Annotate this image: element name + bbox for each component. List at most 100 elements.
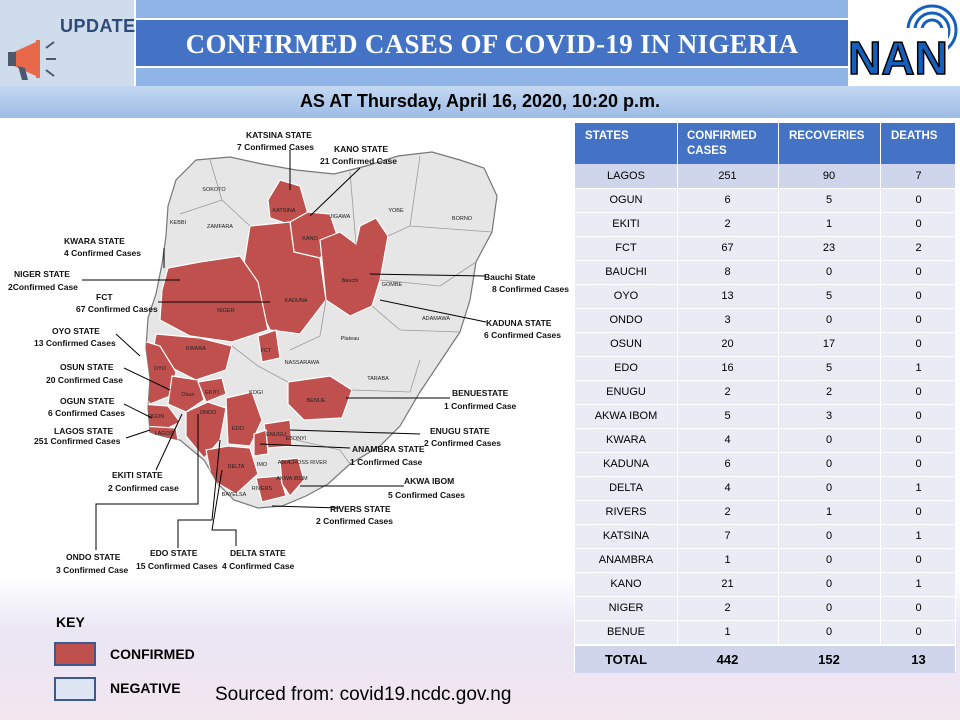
header-recoveries: RECOVERIES (789, 130, 865, 142)
cell-recoveries: 0 (825, 434, 833, 446)
megaphone-icon (8, 40, 56, 80)
total-label: TOTAL (604, 652, 648, 667)
region-label: Bauchi (342, 278, 359, 284)
cell-state: KATSINA (602, 530, 650, 542)
table-row: EKITI 2 1 0 (575, 212, 955, 236)
table-row: KANO 21 0 1 (575, 572, 955, 596)
header-confirmed: CONFIRMED CASES (687, 130, 757, 157)
region-label: CROSS RIVER (289, 460, 327, 466)
cell-state: RIVERS (605, 506, 647, 518)
row-divider (575, 284, 955, 285)
callout-delta-cases: 4 Confirmed Case (222, 561, 295, 571)
region-label: RIVERS (252, 486, 273, 492)
callout-niger-cases: 2Confirmed Case (8, 282, 78, 292)
region-label: EBONYI (286, 436, 307, 442)
region-label: JIGAWA (330, 214, 351, 220)
callout-kwara-name: KWARA STATE (64, 236, 125, 246)
region-label: BENUE (307, 398, 326, 404)
table-row: RIVERS 2 1 0 (575, 500, 955, 524)
map-svg: SOKOTO KEBBI ZAMFARA KATSINA KANO JIGAWA… (8, 130, 569, 575)
cell-recoveries: 0 (825, 554, 833, 566)
callout-fct-cases: 67 Confirmed Cases (76, 304, 158, 314)
region-label: ADAMAWA (422, 316, 450, 322)
region-label: AKWA IBOM (276, 476, 308, 482)
table-row: KWARA 4 0 0 (575, 428, 955, 452)
cell-deaths: 1 (915, 362, 922, 374)
cell-deaths: 1 (915, 578, 922, 590)
negative-label: NEGATIVE (110, 680, 181, 696)
callout-kaduna-name: KADUNA STATE (486, 318, 552, 328)
cell-recoveries: 3 (825, 410, 833, 422)
logo-text: NAN (848, 32, 948, 84)
cell-deaths: 1 (915, 530, 922, 542)
callout-osun-cases: 20 Confirmed Case (46, 375, 123, 385)
cell-recoveries: 1 (825, 506, 833, 518)
region-akwa-ibom (279, 457, 305, 497)
cell-state: EDO (614, 362, 638, 374)
cell-recoveries: 0 (825, 314, 833, 326)
callout-ogun-cases: 6 Confirmed Cases (48, 408, 125, 418)
cell-state: KANO (610, 578, 642, 590)
row-divider (575, 236, 955, 237)
cell-deaths: 7 (915, 170, 922, 182)
region-fct (257, 329, 281, 363)
cell-confirmed: 2 (724, 386, 731, 398)
callout-delta-name: DELTA STATE (230, 548, 286, 558)
cell-state: AKWA IBOM (594, 410, 658, 422)
table-body: LAGOS 251 90 7 OGUN 6 5 0 EKITI 2 1 0 FCT 67 23 2 BAUCHI… (575, 164, 955, 644)
cell-confirmed: 67 (721, 242, 734, 254)
cell-recoveries: 0 (825, 530, 833, 542)
row-divider (575, 572, 955, 573)
callout-rivers-cases: 2 Confirmed Cases (316, 516, 393, 526)
region-label: OYO (154, 366, 167, 372)
callout-ekiti-name: EKITI STATE (112, 470, 163, 480)
region-label: ZAMFARA (207, 224, 233, 230)
row-divider (575, 356, 955, 357)
negative-swatch (54, 677, 96, 701)
table-row: FCT 67 23 2 (575, 236, 955, 260)
table-row: OSUN 20 17 0 (575, 332, 955, 356)
cell-confirmed: 4 (724, 482, 731, 494)
region-rivers (255, 475, 287, 503)
region-label: IMO (257, 462, 268, 468)
cell-recoveries: 0 (825, 602, 833, 614)
table-row: BENUE 1 0 0 (575, 620, 955, 644)
callout-ondo-name: ONDO STATE (66, 552, 121, 562)
region-label: KEBBI (170, 220, 187, 226)
cell-confirmed: 7 (724, 530, 731, 542)
cell-deaths: 0 (915, 194, 922, 206)
cell-state: OGUN (609, 194, 643, 206)
row-divider (575, 212, 955, 213)
callout-anambra-name: ANAMBRA STATE (352, 444, 425, 454)
table-row: ENUGU 2 2 0 (575, 380, 955, 404)
table-row: BAUCHI 8 0 0 (575, 260, 955, 284)
region-ekiti (197, 377, 227, 403)
row-divider (575, 380, 955, 381)
callout-lines (82, 150, 487, 550)
table-row: LAGOS 251 90 7 (575, 164, 955, 188)
region-label: GOMBE (382, 282, 403, 288)
region-ogun (146, 403, 181, 433)
cell-recoveries: 17 (822, 338, 836, 350)
cell-state: KWARA (606, 434, 646, 446)
region-label: KADUNA (285, 298, 308, 304)
cell-recoveries: 23 (822, 242, 836, 254)
callout-kwara-cases: 4 Confirmed Cases (64, 248, 141, 258)
callout-ondo-cases: 3 Confirmed Case (56, 565, 129, 575)
cell-deaths: 0 (915, 410, 922, 422)
total-deaths: 13 (911, 652, 926, 667)
cell-recoveries: 0 (825, 482, 833, 494)
row-divider (575, 620, 955, 621)
cell-state: BAUCHI (605, 266, 647, 278)
cell-state: ENUGU (606, 386, 646, 398)
column-divider (778, 123, 779, 671)
row-divider (575, 260, 955, 261)
cell-deaths: 0 (915, 434, 922, 446)
cell-state: NIGER (608, 602, 644, 614)
cell-deaths: 0 (915, 386, 922, 398)
cell-confirmed: 13 (721, 290, 734, 302)
row-divider (575, 524, 955, 525)
cell-recoveries: 0 (825, 578, 833, 590)
table-header: STATES CONFIRMED CASES RECOVERIES DEATHS (575, 123, 955, 164)
update-badge: UPDATE (0, 0, 136, 86)
